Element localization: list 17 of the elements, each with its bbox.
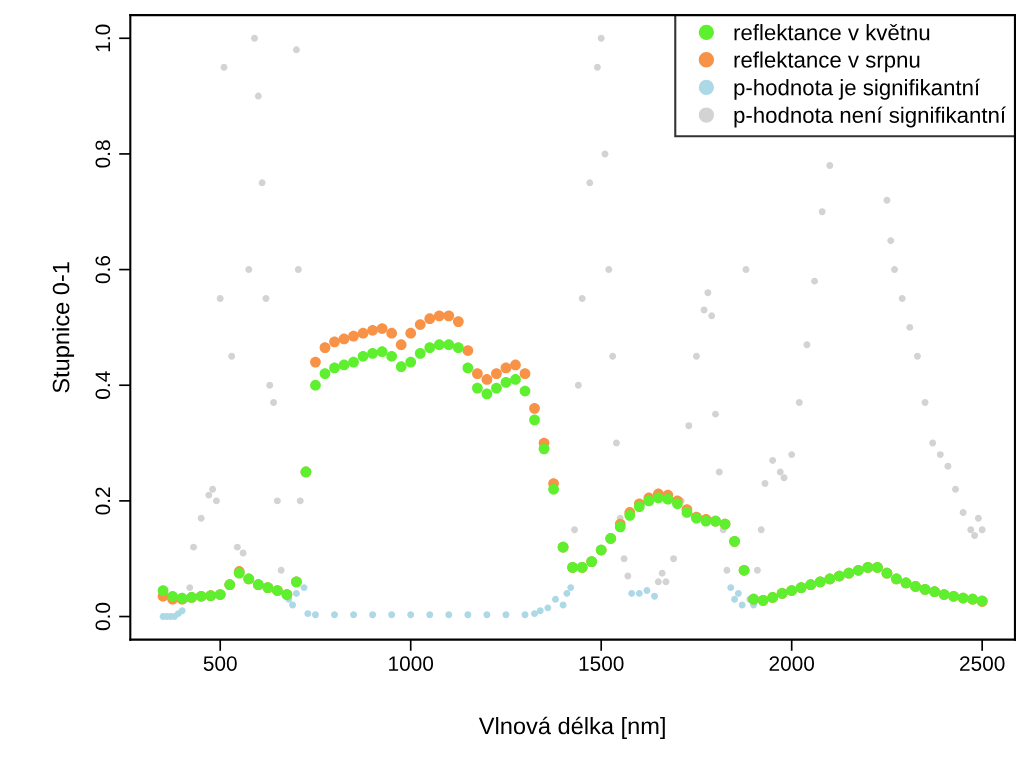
y-tick-label: 1.0 (95, 24, 111, 52)
legend-label: p-hodnota není signifikantní (734, 106, 1006, 128)
y-tick-label: 0.8 (95, 140, 111, 168)
y-tick-label: 0.2 (95, 487, 111, 515)
x-tick-label: 2500 (960, 656, 1005, 671)
x-axis-title: Vlnová délka [nm] (478, 716, 665, 740)
y-tick-label: 0.6 (95, 256, 111, 284)
y-tick-label: 0.0 (95, 602, 111, 631)
x-tick-label: 500 (203, 656, 237, 671)
x-tick-label: 1000 (389, 656, 434, 671)
legend-label: reflektance v květnu (734, 23, 930, 41)
legend-label: reflektance v srpnu (734, 51, 920, 73)
legend-label: p-hodnota je signifikantní (734, 78, 981, 100)
y-tick-label: 0.4 (95, 371, 111, 399)
y-axis-title: Stupnice 0-1 (52, 262, 75, 393)
x-tick-label: 1500 (579, 656, 624, 671)
x-tick-label: 2000 (769, 656, 815, 671)
